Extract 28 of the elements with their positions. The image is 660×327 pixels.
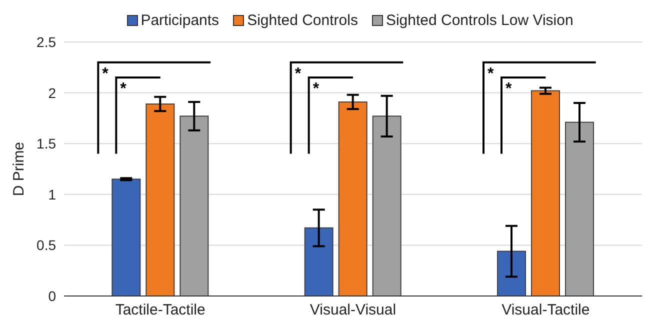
bar (531, 90, 560, 296)
y-axis-title: D Prime (10, 142, 28, 196)
annotation: * (102, 65, 110, 82)
y-tick-label: 2.5 (36, 34, 56, 50)
x-tick-label: Visual-Visual (310, 302, 396, 319)
bar (497, 250, 526, 296)
annotation: * (294, 65, 302, 82)
y-tick-label: 2 (48, 84, 56, 101)
annotation: * (506, 80, 512, 98)
legend-label: Sighted Controls Low Vision (386, 12, 574, 28)
bar (112, 178, 141, 296)
y-tick-label: 1.5 (36, 136, 56, 152)
legend-label: Participants (140, 12, 220, 28)
bar (180, 116, 209, 296)
annotation: * (120, 80, 128, 98)
y-tick-label: 1 (48, 186, 56, 202)
bar (338, 101, 368, 296)
bar (565, 122, 594, 296)
y-tick-label: 0 (48, 288, 56, 304)
annotation: * (312, 80, 320, 98)
bar (372, 116, 402, 296)
x-tick-label: Visual-Tactile (502, 302, 590, 319)
bar (304, 227, 334, 296)
legend-label: Sighted Controls (247, 12, 358, 28)
y-tick-label: 0.5 (36, 237, 56, 254)
annotation: * (488, 65, 494, 82)
x-tick-label: Tactile-Tactile (115, 302, 206, 319)
bar (146, 103, 175, 296)
